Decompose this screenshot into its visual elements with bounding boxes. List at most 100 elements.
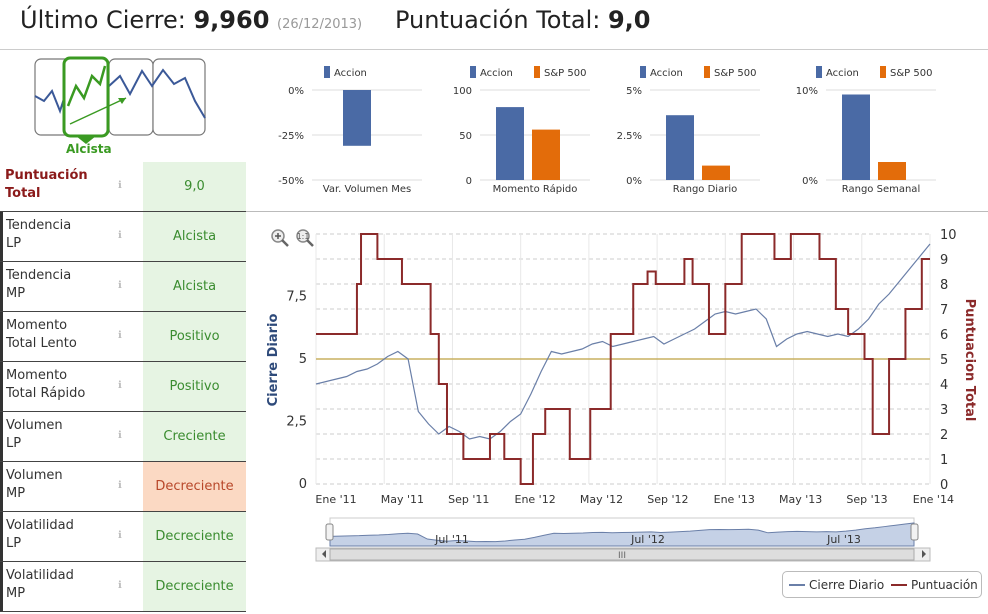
x-tick: Sep '11 [448,493,489,506]
x-tick: Sep '13 [846,493,887,506]
score-label-line2: Total [5,186,41,201]
score-label-line1: Momento [6,318,68,333]
score-label-line2: Total Rápido [6,386,86,401]
x-tick: May '11 [381,493,424,506]
mini-legend-swatch [324,66,330,78]
mini-ytick: 5% [626,86,642,97]
score-row-value: Decreciente [143,512,246,561]
score-row: Tendencia LP ℹ Alcista [0,212,246,262]
zoom-reset-icon[interactable]: 1:1 [295,228,315,248]
trend-icon [34,56,206,144]
score-row-label: Puntuación Total [0,162,143,211]
score-label-line2: LP [6,536,22,551]
mini-ytick: -25% [278,131,304,142]
mini-bar-chart: Accion S&P 500 10% 0% Rango Semanal [796,66,936,195]
y-tick-right: 2 [940,428,948,443]
mini-ytick: 50 [459,131,472,142]
info-icon[interactable]: ℹ [118,230,122,241]
mini-bar [878,162,906,180]
y-tick-right: 1 [940,453,948,468]
score-label-line1: Momento [6,368,68,383]
navigator-area [329,522,915,547]
score-row: Volatilidad LP ℹ Decreciente [0,512,246,562]
mini-ytick: 0% [288,86,304,97]
zoom-in-icon[interactable] [270,228,290,248]
divider [246,211,988,212]
scrollbar-track[interactable] [315,547,931,562]
legend-item-close: Cierre Diario [809,578,884,592]
y-tick-right: 5 [940,353,948,368]
mini-xlabel: Var. Volumen Mes [323,184,411,195]
x-tick: Ene '14 [913,493,954,506]
mini-bar [702,165,730,180]
total-score-label: Puntuación Total: [395,6,601,34]
navigator-label: Jul '12 [630,533,665,546]
score-label-line1: Volatilidad [6,568,74,583]
x-tick: May '12 [580,493,623,506]
score-row-label: Momento Total Rápido [0,362,143,411]
score-label-line1: Tendencia [6,268,72,283]
mini-legend-label: Accion [650,68,683,79]
scrollbar-grip[interactable]: III [618,551,626,561]
mini-legend-swatch [816,66,822,78]
mini-legend-label: S&P 500 [544,68,586,79]
y-tick-right: 9 [940,253,948,268]
navigator-label: Jul '11 [434,533,469,546]
info-icon[interactable]: ℹ [118,180,122,191]
svg-text:1:1: 1:1 [297,232,310,241]
mini-xlabel: Rango Diario [673,184,737,195]
mini-legend-label: S&P 500 [890,68,932,79]
y-axis-title: Cierre Diario [266,314,281,407]
score-label-line2: Total Lento [6,336,77,351]
mini-xlabel: Rango Semanal [842,184,920,195]
scroll-left-arrow[interactable] [322,550,326,558]
mini-legend-label: S&P 500 [714,68,756,79]
score-row: Puntuación Total ℹ 9,0 [0,162,246,212]
score-label-line1: Volumen [6,468,63,483]
score-row-value: Decreciente [143,562,246,611]
header: Último Cierre: 9,960 (26/12/2013) Puntua… [0,0,988,50]
y-tick-right: 7 [940,303,948,318]
score-row-label: Volumen LP [0,412,143,461]
mini-bar [532,129,560,180]
mini-legend-swatch [704,66,710,78]
score-row-value: Decreciente [143,462,246,511]
score-label-line2: MP [6,286,26,301]
mini-bar-chart: Accion S&P 500 100 50 0 Momento Rápido [453,66,590,195]
info-icon[interactable]: ℹ [118,280,122,291]
score-row-label: Volumen MP [0,462,143,511]
score-row-label: Tendencia MP [0,262,143,311]
score-row-label: Volatilidad MP [0,562,143,611]
mini-bar [496,107,524,180]
navigator-handle-right[interactable] [910,523,919,541]
mini-xlabel: Momento Rápido [493,183,578,195]
total-score-value: 9,0 [607,6,651,34]
score-label-line1: Volumen [6,418,63,433]
score-label-line2: LP [6,436,22,451]
score-row: Tendencia MP ℹ Alcista [0,262,246,312]
scrollbar-thumb[interactable] [329,548,915,561]
score-row: Momento Total Lento ℹ Positivo [0,312,246,362]
scroll-right-arrow[interactable] [922,550,926,558]
mini-legend-swatch [470,66,476,78]
last-close-label: Último Cierre: [20,6,186,34]
score-row-value: Creciente [143,412,246,461]
navigator-handle-left[interactable] [325,523,334,541]
navigator-label: Jul '13 [826,533,861,546]
y-tick-left: 0 [299,477,307,492]
info-icon[interactable]: ℹ [118,380,122,391]
score-row: Volatilidad MP ℹ Decreciente [0,562,246,612]
mini-legend-swatch [534,66,540,78]
mini-bar [666,115,694,180]
score-label-line1: Tendencia [6,218,72,233]
info-icon[interactable]: ℹ [118,580,122,591]
score-row-value: 9,0 [143,162,246,211]
series-close-line [315,243,931,440]
info-icon[interactable]: ℹ [118,480,122,491]
info-icon[interactable]: ℹ [118,330,122,341]
score-row: Volumen MP ℹ Decreciente [0,462,246,512]
info-icon[interactable]: ℹ [118,530,122,541]
mini-legend-swatch [640,66,646,78]
info-icon[interactable]: ℹ [118,430,122,441]
score-row-value: Alcista [143,262,246,311]
